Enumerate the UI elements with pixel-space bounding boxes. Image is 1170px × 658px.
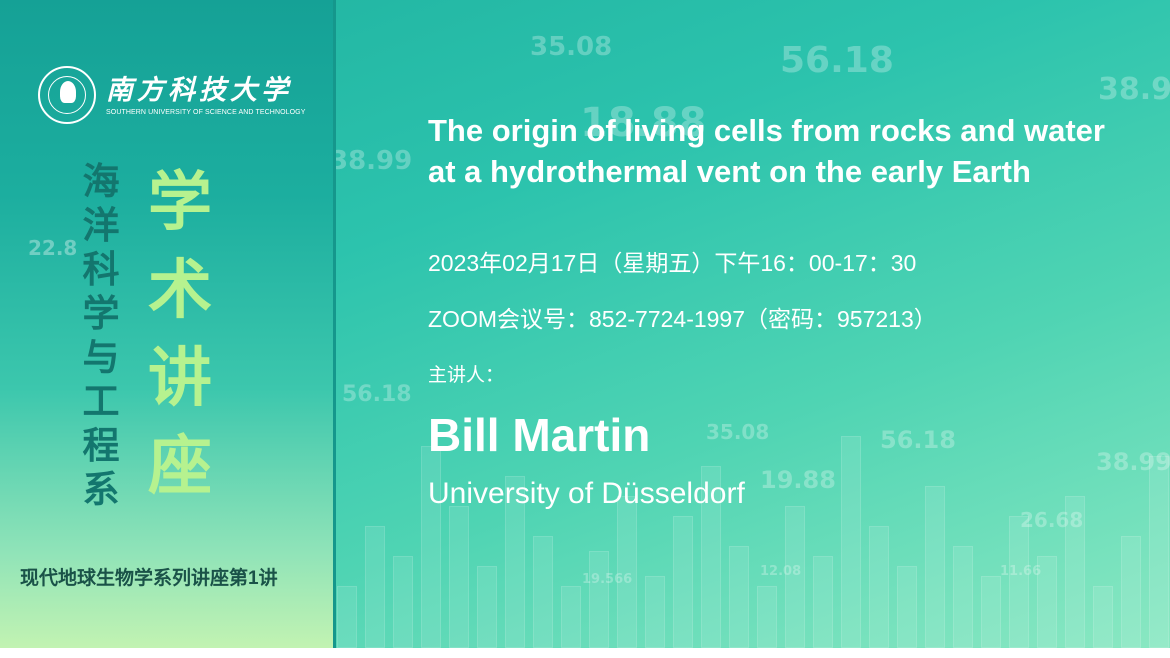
talk-datetime: 2023年02月17日（星期五）下午16：00-17：30 (428, 250, 917, 276)
left-panel: 南方科技大学 SOUTHERN UNIVERSITY OF SCIENCE AN… (0, 0, 336, 648)
background-bar (925, 486, 945, 648)
background-bar (477, 566, 497, 648)
speaker-label: 主讲人： (428, 365, 505, 386)
background-bar (897, 566, 917, 648)
background-number: 38.9 (1098, 72, 1170, 107)
background-bar (729, 546, 749, 648)
background-bar (869, 526, 889, 648)
background-number: 38.99 (1096, 448, 1170, 476)
background-bar (561, 586, 581, 648)
university-name-en: SOUTHERN UNIVERSITY OF SCIENCE AND TECHN… (106, 108, 306, 116)
background-number: 22.8 (28, 236, 78, 260)
background-number: 35.08 (530, 32, 613, 62)
speaker-name: Bill Martin (428, 409, 651, 461)
background-number: 56.18 (880, 426, 956, 454)
background-number: 19.88 (760, 466, 836, 494)
background-bar (645, 576, 665, 648)
background-bar (813, 556, 833, 648)
background-number: 56.18 (780, 40, 894, 81)
department-name: 海洋科学与工程系 (82, 161, 120, 510)
background-bar (785, 506, 805, 648)
background-bar (1121, 536, 1141, 648)
zoom-meeting-info: ZOOM会议号：852-7724-1997（密码：957213） (428, 306, 937, 332)
background-bar (1037, 556, 1057, 648)
speaker-affiliation: University of Düsseldorf (428, 477, 745, 510)
background-chart-decoration (333, 228, 1170, 648)
background-bar (1009, 516, 1029, 648)
background-number: 12.08 (760, 564, 802, 579)
background-bar (337, 586, 357, 648)
background-bar (1065, 496, 1085, 648)
university-seal-icon (38, 66, 96, 124)
background-bar (365, 526, 385, 648)
university-name-cn: 南方科技大学 (106, 74, 292, 106)
background-bar (1149, 456, 1169, 648)
background-number: 11.66 (1000, 564, 1042, 579)
series-title: 现代地球生物学系列讲座第1讲 (20, 568, 278, 589)
background-bar (505, 476, 525, 648)
background-bar (1093, 586, 1113, 648)
background-bar (757, 586, 777, 648)
background-bar (449, 506, 469, 648)
background-bar (841, 436, 861, 648)
background-number: 38.99 (330, 146, 413, 176)
event-type: 学术讲座 (148, 166, 212, 502)
talk-title: The origin of living cells from rocks an… (428, 113, 1105, 189)
background-number: 35.08 (706, 420, 770, 444)
university-logo: 南方科技大学 SOUTHERN UNIVERSITY OF SCIENCE AN… (38, 66, 306, 124)
background-number: 26.68 (1020, 508, 1084, 532)
background-number: 56.18 (342, 382, 412, 407)
background-bar (953, 546, 973, 648)
background-bar (617, 496, 637, 648)
background-bar (673, 516, 693, 648)
background-bar (533, 536, 553, 648)
background-bar (981, 576, 1001, 648)
background-bar (393, 556, 413, 648)
background-bar (421, 446, 441, 648)
background-bar (701, 466, 721, 648)
background-number: 18.88 (580, 100, 707, 146)
background-number: 19.566 (582, 572, 633, 587)
background-bar (589, 551, 609, 648)
